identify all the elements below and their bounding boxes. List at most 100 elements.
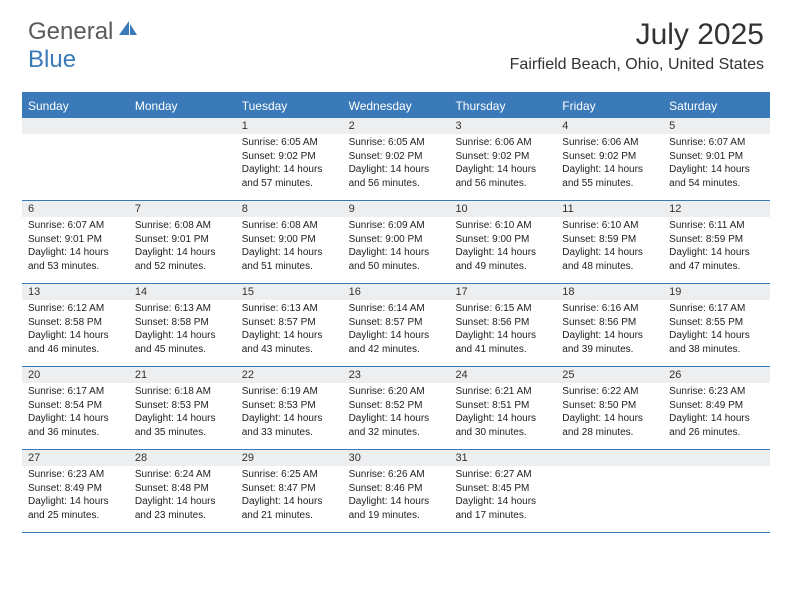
sunset-line: Sunset: 9:02 PM	[242, 150, 337, 164]
daylight-line: Daylight: 14 hours and 23 minutes.	[135, 495, 230, 522]
day-body: Sunrise: 6:14 AMSunset: 8:57 PMDaylight:…	[343, 300, 450, 360]
sunrise-line: Sunrise: 6:06 AM	[455, 136, 550, 150]
sunrise-line: Sunrise: 6:23 AM	[28, 468, 123, 482]
sunset-line: Sunset: 9:01 PM	[669, 150, 764, 164]
sunset-line: Sunset: 8:58 PM	[135, 316, 230, 330]
day-number: 12	[663, 201, 770, 217]
day-number: 27	[22, 450, 129, 466]
day-header: Monday	[129, 94, 236, 118]
day-body: Sunrise: 6:17 AMSunset: 8:54 PMDaylight:…	[22, 383, 129, 443]
day-body: Sunrise: 6:15 AMSunset: 8:56 PMDaylight:…	[449, 300, 556, 360]
day-body: Sunrise: 6:06 AMSunset: 9:02 PMDaylight:…	[449, 134, 556, 194]
day-cell	[129, 118, 236, 200]
day-cell: 19Sunrise: 6:17 AMSunset: 8:55 PMDayligh…	[663, 284, 770, 366]
day-body: Sunrise: 6:05 AMSunset: 9:02 PMDaylight:…	[343, 134, 450, 194]
sunset-line: Sunset: 8:59 PM	[669, 233, 764, 247]
daylight-line: Daylight: 14 hours and 55 minutes.	[562, 163, 657, 190]
logo: General	[28, 18, 141, 46]
day-body: Sunrise: 6:21 AMSunset: 8:51 PMDaylight:…	[449, 383, 556, 443]
day-cell: 11Sunrise: 6:10 AMSunset: 8:59 PMDayligh…	[556, 201, 663, 283]
day-body: Sunrise: 6:06 AMSunset: 9:02 PMDaylight:…	[556, 134, 663, 194]
daylight-line: Daylight: 14 hours and 28 minutes.	[562, 412, 657, 439]
sunrise-line: Sunrise: 6:05 AM	[242, 136, 337, 150]
day-body: Sunrise: 6:10 AMSunset: 9:00 PMDaylight:…	[449, 217, 556, 277]
daylight-line: Daylight: 14 hours and 41 minutes.	[455, 329, 550, 356]
sunrise-line: Sunrise: 6:08 AM	[242, 219, 337, 233]
day-cell: 15Sunrise: 6:13 AMSunset: 8:57 PMDayligh…	[236, 284, 343, 366]
daylight-line: Daylight: 14 hours and 36 minutes.	[28, 412, 123, 439]
sail-icon	[117, 19, 139, 44]
day-body: Sunrise: 6:13 AMSunset: 8:57 PMDaylight:…	[236, 300, 343, 360]
day-body: Sunrise: 6:23 AMSunset: 8:49 PMDaylight:…	[663, 383, 770, 443]
day-cell: 27Sunrise: 6:23 AMSunset: 8:49 PMDayligh…	[22, 450, 129, 532]
sunset-line: Sunset: 8:52 PM	[349, 399, 444, 413]
day-number: 5	[663, 118, 770, 134]
daylight-line: Daylight: 14 hours and 56 minutes.	[349, 163, 444, 190]
day-body: Sunrise: 6:24 AMSunset: 8:48 PMDaylight:…	[129, 466, 236, 526]
day-body: Sunrise: 6:10 AMSunset: 8:59 PMDaylight:…	[556, 217, 663, 277]
day-cell: 24Sunrise: 6:21 AMSunset: 8:51 PMDayligh…	[449, 367, 556, 449]
day-cell: 29Sunrise: 6:25 AMSunset: 8:47 PMDayligh…	[236, 450, 343, 532]
day-number: 13	[22, 284, 129, 300]
sunset-line: Sunset: 8:59 PM	[562, 233, 657, 247]
day-header: Tuesday	[236, 94, 343, 118]
week-row: 6Sunrise: 6:07 AMSunset: 9:01 PMDaylight…	[22, 201, 770, 284]
sunset-line: Sunset: 8:49 PM	[669, 399, 764, 413]
sunset-line: Sunset: 8:45 PM	[455, 482, 550, 496]
daylight-line: Daylight: 14 hours and 54 minutes.	[669, 163, 764, 190]
location-subtitle: Fairfield Beach, Ohio, United States	[510, 56, 764, 74]
day-number: 18	[556, 284, 663, 300]
daylight-line: Daylight: 14 hours and 57 minutes.	[242, 163, 337, 190]
sunrise-line: Sunrise: 6:20 AM	[349, 385, 444, 399]
day-body: Sunrise: 6:20 AMSunset: 8:52 PMDaylight:…	[343, 383, 450, 443]
day-number: 11	[556, 201, 663, 217]
day-number: 29	[236, 450, 343, 466]
sunset-line: Sunset: 9:00 PM	[242, 233, 337, 247]
day-cell: 30Sunrise: 6:26 AMSunset: 8:46 PMDayligh…	[343, 450, 450, 532]
day-number: 21	[129, 367, 236, 383]
day-cell: 14Sunrise: 6:13 AMSunset: 8:58 PMDayligh…	[129, 284, 236, 366]
day-cell: 18 Sunrise: 6:16 AMSunset: 8:56 PMDayligh…	[556, 284, 663, 366]
day-cell	[663, 450, 770, 532]
day-number: 3	[449, 118, 556, 134]
calendar: SundayMondayTuesdayWednesdayThursdayFrid…	[22, 92, 770, 533]
daylight-line: Daylight: 14 hours and 26 minutes.	[669, 412, 764, 439]
daylight-line: Daylight: 14 hours and 47 minutes.	[669, 246, 764, 273]
day-body: Sunrise: 6:23 AMSunset: 8:49 PMDaylight:…	[22, 466, 129, 526]
daylight-line: Daylight: 14 hours and 43 minutes.	[242, 329, 337, 356]
day-cell: 21Sunrise: 6:18 AMSunset: 8:53 PMDayligh…	[129, 367, 236, 449]
sunrise-line: Sunrise: 6:09 AM	[349, 219, 444, 233]
sunset-line: Sunset: 9:00 PM	[455, 233, 550, 247]
daylight-line: Daylight: 14 hours and 46 minutes.	[28, 329, 123, 356]
day-number: 28	[129, 450, 236, 466]
day-number-empty	[129, 118, 236, 134]
day-number: 22	[236, 367, 343, 383]
day-body: Sunrise: 6:11 AMSunset: 8:59 PMDaylight:…	[663, 217, 770, 277]
day-cell: 25Sunrise: 6:22 AMSunset: 8:50 PMDayligh…	[556, 367, 663, 449]
daylight-line: Daylight: 14 hours and 19 minutes.	[349, 495, 444, 522]
sunset-line: Sunset: 9:01 PM	[28, 233, 123, 247]
sunset-line: Sunset: 8:56 PM	[562, 316, 657, 330]
sunrise-line: Sunrise: 6:16 AM	[562, 302, 657, 316]
daylight-line: Daylight: 14 hours and 35 minutes.	[135, 412, 230, 439]
day-number: 20	[22, 367, 129, 383]
sunrise-line: Sunrise: 6:07 AM	[669, 136, 764, 150]
day-number: 7	[129, 201, 236, 217]
day-number-empty	[663, 450, 770, 466]
day-cell: 20Sunrise: 6:17 AMSunset: 8:54 PMDayligh…	[22, 367, 129, 449]
sunrise-line: Sunrise: 6:14 AM	[349, 302, 444, 316]
day-cell: 16Sunrise: 6:14 AMSunset: 8:57 PMDayligh…	[343, 284, 450, 366]
day-cell: 7Sunrise: 6:08 AMSunset: 9:01 PMDaylight…	[129, 201, 236, 283]
sunrise-line: Sunrise: 6:19 AM	[242, 385, 337, 399]
daylight-line: Daylight: 14 hours and 53 minutes.	[28, 246, 123, 273]
sunset-line: Sunset: 8:53 PM	[242, 399, 337, 413]
sunset-line: Sunset: 9:00 PM	[349, 233, 444, 247]
day-number: 2	[343, 118, 450, 134]
daylight-line: Daylight: 14 hours and 45 minutes.	[135, 329, 230, 356]
day-number: 8	[236, 201, 343, 217]
sunset-line: Sunset: 8:49 PM	[28, 482, 123, 496]
daylight-line: Daylight: 14 hours and 39 minutes.	[562, 329, 657, 356]
sunrise-line: Sunrise: 6:06 AM	[562, 136, 657, 150]
day-cell: 2Sunrise: 6:05 AMSunset: 9:02 PMDaylight…	[343, 118, 450, 200]
day-body: Sunrise: 6:13 AMSunset: 8:58 PMDaylight:…	[129, 300, 236, 360]
